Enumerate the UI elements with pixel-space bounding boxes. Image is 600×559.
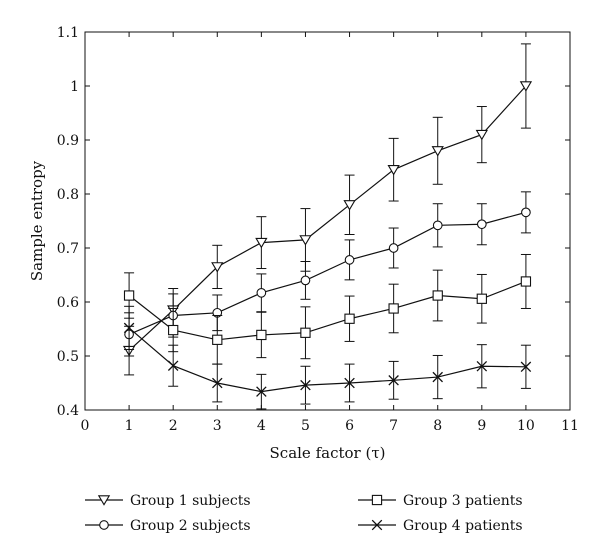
data-point (388, 243, 399, 253)
data-point (431, 146, 444, 157)
data-point (167, 360, 179, 371)
legend-marker (371, 494, 383, 506)
x-tick-label: 4 (257, 418, 266, 434)
data-point (211, 262, 224, 273)
series-2 (124, 191, 531, 357)
data-point (432, 371, 443, 383)
y-axis: 0.4 0.5 0.6 0.7 0.8 0.9 1 1.1 (57, 25, 570, 419)
data-point (432, 290, 443, 301)
data-point (476, 219, 487, 230)
x-tick-label: 10 (517, 418, 535, 434)
data-point (519, 81, 533, 92)
x-tick-label: 11 (561, 418, 579, 434)
data-point (387, 164, 400, 176)
y-tick-label: 1 (70, 79, 79, 95)
data-point (388, 375, 399, 386)
data-point (299, 235, 312, 246)
data-point (343, 200, 356, 211)
data-point (521, 207, 531, 218)
data-point (255, 237, 268, 249)
series-4 (123, 305, 532, 410)
legend-item: Group 3 patients (358, 493, 523, 509)
data-point (300, 275, 311, 286)
data-point (344, 377, 355, 389)
data-point (388, 303, 399, 314)
data-point (168, 324, 179, 336)
x-tick-label: 3 (213, 418, 222, 434)
data-point (123, 290, 135, 301)
legend-item: Group 1 subjects (85, 493, 251, 509)
y-tick-label: 0.5 (57, 349, 79, 365)
data-point (344, 313, 355, 324)
data-point (212, 377, 223, 389)
y-tick-label: 1.1 (57, 25, 79, 41)
y-tick-label: 0.4 (57, 403, 79, 419)
data-point (256, 287, 267, 298)
series-line (128, 85, 527, 352)
x-tick-label: 7 (389, 418, 398, 434)
legend-item: Group 2 subjects (85, 518, 251, 534)
x-tick-label: 8 (433, 418, 442, 434)
y-axis-title: Sample entropy (28, 160, 46, 281)
x-tick-label: 9 (477, 418, 486, 434)
legend: Group 1 subjects Group 2 subjects Group 3 … (85, 493, 523, 534)
data-point (212, 334, 223, 345)
series-line (128, 327, 526, 393)
data-point (476, 293, 487, 304)
x-tick-label: 6 (345, 418, 354, 434)
plot-frame (84, 31, 571, 411)
legend-label: Group 1 subjects (130, 493, 251, 509)
series-3 (123, 253, 532, 365)
x-tick-label: 2 (169, 418, 178, 434)
legend-label: Group 4 patients (403, 518, 523, 534)
data-point (520, 361, 532, 373)
legend-label: Group 3 patients (403, 493, 523, 509)
series-line (128, 211, 527, 335)
legend-marker (99, 520, 109, 530)
data-point (344, 255, 355, 265)
legend-marker (97, 495, 111, 506)
data-point (300, 327, 311, 338)
y-tick-label: 0.6 (57, 295, 79, 311)
x-axis-title: Scale factor (τ) (270, 444, 386, 462)
data-point (476, 361, 488, 372)
x-tick-label: 5 (301, 418, 310, 434)
data-point (300, 379, 311, 391)
series-line (128, 280, 527, 341)
x-tick-label: 1 (125, 418, 134, 434)
y-tick-label: 0.9 (57, 133, 79, 149)
data-point (520, 276, 532, 287)
legend-marker (371, 519, 383, 531)
y-tick-label: 0.7 (57, 241, 79, 257)
x-axis: 0 1 2 3 4 5 6 7 8 9 10 11 (81, 32, 579, 434)
y-tick-label: 0.8 (57, 187, 79, 203)
legend-item: Group 4 patients (358, 518, 523, 534)
x-tick-label: 0 (81, 418, 90, 434)
data-point (475, 129, 488, 141)
legend-label: Group 2 subjects (130, 518, 251, 534)
data-point (432, 220, 443, 231)
data-point (123, 322, 135, 334)
data-point (256, 329, 267, 341)
data-point (256, 386, 267, 397)
